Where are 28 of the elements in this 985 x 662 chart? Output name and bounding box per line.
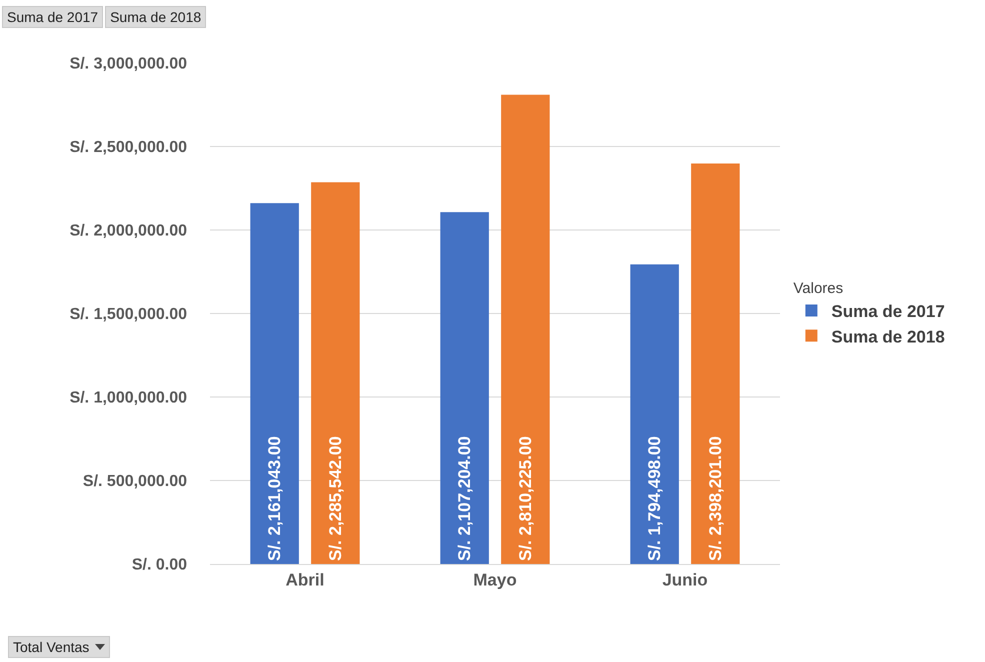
data-label: S/. 2,810,225.00 [516, 436, 535, 561]
legend-title: Valores [793, 280, 844, 297]
bar [691, 164, 740, 564]
bar [501, 94, 550, 564]
data-label: S/. 2,285,542.00 [326, 436, 345, 561]
x-tick-label: Abril [286, 570, 324, 590]
y-tick-label: S/. 1,500,000.00 [70, 306, 188, 324]
y-tick-label: S/. 0.00 [132, 556, 188, 574]
data-label: S/. 2,107,204.00 [455, 436, 474, 561]
x-tick-label: Mayo [473, 570, 517, 590]
bar [311, 182, 360, 564]
y-tick-label: S/. 3,000,000.00 [70, 56, 188, 73]
bar [440, 212, 489, 564]
y-tick-label: S/. 1,000,000.00 [70, 390, 188, 407]
y-tick-label: S/. 500,000.00 [82, 473, 188, 490]
y-tick-label: S/. 2,500,000.00 [70, 139, 188, 156]
legend-label: Suma de 2017 [831, 302, 945, 322]
x-tick-label: Junio [662, 570, 708, 590]
y-tick-label: S/. 2,000,000.00 [70, 222, 188, 240]
bar [630, 264, 679, 564]
data-label: S/. 2,398,201.00 [706, 436, 725, 561]
data-label: S/. 2,161,043.00 [265, 436, 284, 561]
data-label: S/. 1,794,498.00 [645, 436, 664, 561]
field-button: Suma de 2017 [2, 6, 104, 28]
bar [250, 203, 299, 564]
field-button: Suma de 2018 [105, 6, 206, 28]
field-button: Total Ventas [8, 636, 110, 658]
legend-label: Suma de 2018 [831, 327, 945, 346]
